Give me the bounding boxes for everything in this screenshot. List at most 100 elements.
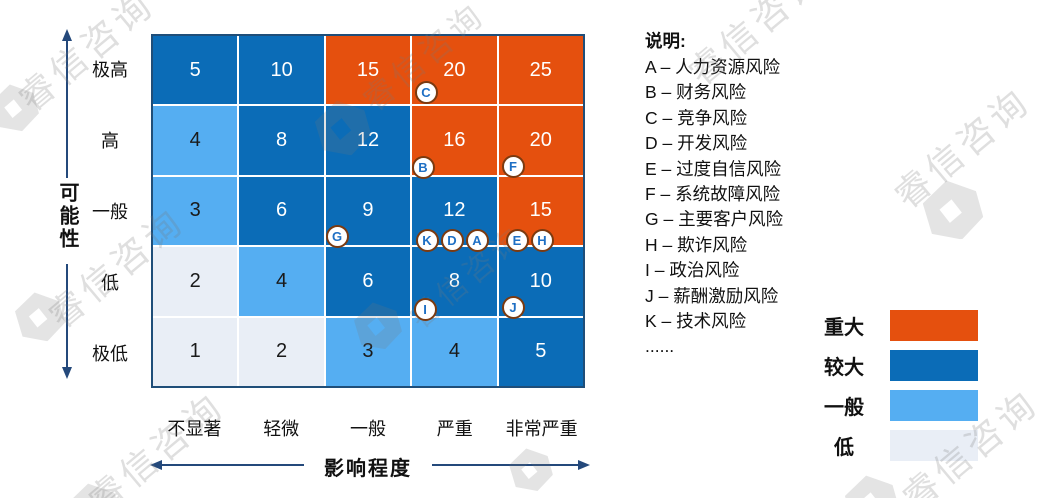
severity-label: 较大 <box>824 357 864 379</box>
x-axis-label: 非常严重 <box>505 419 578 439</box>
risk-legend-title: 说明: <box>645 31 686 51</box>
matrix-cell: 2 <box>239 317 324 386</box>
cell-score: 15 <box>529 199 552 222</box>
cell-score: 25 <box>529 58 552 81</box>
watermark-logo-icon <box>66 483 122 498</box>
cell-score: 1 <box>189 340 201 363</box>
risk-marker: C <box>414 80 438 104</box>
y-axis-label: 极高 <box>92 60 128 81</box>
matrix-cell: 12 <box>325 106 411 175</box>
cell-score: 4 <box>276 269 288 292</box>
matrix-cell: 6 <box>325 247 411 316</box>
severity-legend-row: 一般 <box>810 390 978 421</box>
matrix-grid: 5 10 15 20 25 4 8 12 16 20 3 6 9 12 15 2 4 6 8 10 1 2 3 4 5 C B F G K… <box>151 34 585 388</box>
matrix-cell: 4 <box>412 317 497 386</box>
y-axis-title: 可能性 <box>56 182 78 251</box>
watermark-logo-icon <box>0 84 39 132</box>
cell-score: 2 <box>276 340 288 363</box>
risk-legend-item: J – 薪酬激励风险 <box>645 285 779 306</box>
cell-score: 10 <box>529 269 552 292</box>
y-axis-arrow <box>62 29 72 379</box>
risk-marker: F <box>501 154 525 178</box>
matrix-cell: 5 <box>498 317 583 386</box>
watermark-logo-icon <box>922 180 984 240</box>
severity-label: 低 <box>834 437 854 459</box>
risk-marker: G <box>325 224 349 248</box>
risk-legend-item: D – 开发风险 <box>645 133 748 154</box>
matrix-cell: 3 <box>153 176 238 246</box>
risk-legend-item: F – 系统故障风险 <box>645 184 781 205</box>
cell-score: 12 <box>356 129 380 152</box>
severity-label: 一般 <box>824 397 864 419</box>
cell-score: 20 <box>443 58 466 81</box>
x-axis-arrow <box>150 460 590 470</box>
y-axis-label: 低 <box>101 272 119 293</box>
cell-score: 12 <box>443 199 466 222</box>
watermark-text: 睿信咨询 <box>886 79 1039 217</box>
severity-legend-row: 低 <box>810 430 978 461</box>
matrix-cell: 5 <box>153 36 238 105</box>
matrix-cell: 8 <box>239 106 324 175</box>
cell-score: 4 <box>448 340 460 363</box>
severity-legend-row: 重大 <box>810 310 978 341</box>
cell-score: 6 <box>362 269 374 292</box>
severity-label: 重大 <box>824 317 864 339</box>
y-axis-labels: 极高高一般低极低 <box>78 34 142 388</box>
cell-score: 8 <box>276 129 288 152</box>
cell-score: 9 <box>362 199 374 222</box>
x-axis-label: 不显著 <box>167 419 222 439</box>
severity-color-swatch <box>890 390 978 421</box>
cell-score: 5 <box>535 340 547 363</box>
matrix-cell: 2 <box>153 247 238 316</box>
cell-score: 16 <box>443 129 466 152</box>
matrix-cell: 4 <box>153 106 238 175</box>
severity-color-swatch <box>890 430 978 461</box>
cell-score: 3 <box>189 199 201 222</box>
matrix-cell: 1 <box>153 317 238 386</box>
risk-legend-item: G – 主要客户风险 <box>645 209 784 230</box>
risk-legend-item: B – 财务风险 <box>645 82 747 103</box>
severity-legend: 重大 较大 一般 低 <box>810 310 978 470</box>
risk-legend-item: C – 竞争风险 <box>645 107 748 128</box>
risk-legend-item: K – 技术风险 <box>645 311 747 332</box>
risk-marker: E <box>505 228 529 252</box>
risk-legend-item: ...... <box>645 336 675 357</box>
cell-score: 6 <box>276 199 288 222</box>
x-axis-label: 一般 <box>349 419 386 439</box>
cell-score: 2 <box>189 269 201 292</box>
risk-legend-item: E – 过度自信风险 <box>645 158 782 179</box>
matrix-cell: 6 <box>239 176 324 246</box>
cell-score: 5 <box>189 58 201 81</box>
cell-score: 3 <box>362 340 374 363</box>
matrix-cell: 25 <box>498 36 583 105</box>
cell-score: 10 <box>270 58 293 81</box>
x-axis-labels: 不显著 轻微 一般 严重 非常严重 <box>151 415 585 441</box>
cell-score: 20 <box>529 129 552 152</box>
severity-color-swatch <box>890 310 978 341</box>
y-axis-label: 一般 <box>92 201 128 222</box>
matrix-cell: 15 <box>325 36 411 105</box>
risk-marker: A <box>465 228 489 252</box>
risk-marker: I <box>413 297 437 321</box>
risk-marker: H <box>530 228 554 252</box>
matrix-cell: 3 <box>325 317 411 386</box>
risk-legend-item: A – 人力资源风险 <box>645 57 781 77</box>
y-axis-label: 高 <box>101 131 119 152</box>
severity-legend-row: 较大 <box>810 350 978 381</box>
risk-marker: D <box>440 228 464 252</box>
risk-legend-item: H – 欺诈风险 <box>645 234 748 255</box>
matrix-cell: 10 <box>239 36 324 105</box>
risk-marker: B <box>411 155 435 179</box>
x-axis-label: 轻微 <box>263 419 300 439</box>
risk-marker: K <box>415 228 439 252</box>
risk-legend-item: I – 政治风险 <box>645 260 740 281</box>
cell-score: 15 <box>356 58 380 81</box>
severity-color-swatch <box>890 350 978 381</box>
cell-score: 8 <box>448 269 460 292</box>
x-axis-label: 严重 <box>436 419 473 439</box>
x-axis-title: 影响程度 <box>324 458 412 480</box>
y-axis-label: 极低 <box>92 343 128 364</box>
risk-legend: 说明: A – 人力资源风险 B – 财务风险 C – 竞争风险 D – 开发风险 E … <box>645 28 865 360</box>
matrix-cell: 4 <box>239 247 324 316</box>
